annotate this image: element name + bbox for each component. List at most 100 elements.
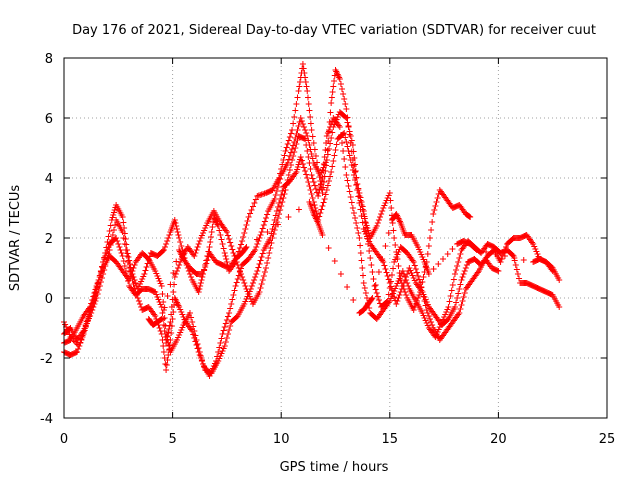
data-point bbox=[164, 357, 171, 363]
y-tick-label: 8 bbox=[45, 52, 53, 67]
data-point bbox=[445, 304, 452, 310]
x-tick-label: 15 bbox=[382, 432, 399, 447]
data-point bbox=[238, 241, 245, 248]
data-point bbox=[343, 106, 350, 112]
data-point bbox=[161, 244, 168, 250]
data-point bbox=[267, 235, 274, 241]
data-point bbox=[310, 140, 317, 146]
data-point bbox=[396, 292, 403, 298]
data-point bbox=[160, 247, 167, 253]
data-point bbox=[387, 278, 394, 285]
data-point bbox=[556, 304, 563, 310]
data-point bbox=[318, 181, 325, 187]
data-point bbox=[381, 262, 388, 269]
data-point bbox=[294, 94, 301, 101]
data-point bbox=[287, 130, 294, 137]
data-point bbox=[337, 271, 344, 277]
data-point bbox=[215, 349, 222, 355]
data-point bbox=[461, 268, 468, 274]
data-point bbox=[192, 332, 199, 339]
data-point bbox=[431, 207, 438, 213]
data-point bbox=[170, 270, 177, 276]
data-point bbox=[261, 269, 268, 275]
data-point bbox=[375, 297, 382, 303]
data-point bbox=[390, 290, 397, 297]
data-point bbox=[425, 313, 432, 319]
data-point bbox=[325, 245, 332, 251]
data-point bbox=[305, 179, 312, 185]
data-point bbox=[463, 262, 470, 268]
series-trace-d bbox=[61, 109, 502, 379]
data-point bbox=[296, 83, 303, 90]
data-point bbox=[356, 235, 363, 241]
data-point bbox=[299, 121, 306, 127]
data-point bbox=[383, 299, 390, 305]
data-point bbox=[357, 194, 364, 201]
data-point bbox=[228, 301, 235, 307]
data-point bbox=[391, 235, 398, 241]
data-point bbox=[285, 172, 292, 178]
data-point bbox=[117, 247, 124, 253]
data-point bbox=[418, 284, 425, 291]
x-tick-label: 25 bbox=[599, 432, 616, 447]
data-point bbox=[397, 289, 404, 295]
data-point bbox=[449, 282, 456, 288]
data-point bbox=[293, 101, 300, 107]
data-point bbox=[433, 199, 440, 205]
data-point bbox=[328, 135, 335, 141]
data-point bbox=[325, 127, 332, 133]
data-point bbox=[337, 81, 344, 87]
data-point bbox=[375, 217, 382, 223]
data-point bbox=[497, 259, 504, 265]
data-point bbox=[365, 241, 372, 247]
data-point bbox=[228, 243, 235, 249]
data-point bbox=[222, 320, 229, 327]
data-point bbox=[238, 265, 245, 272]
data-point bbox=[163, 362, 170, 368]
data-point bbox=[268, 230, 275, 237]
data-point bbox=[456, 286, 463, 292]
data-point bbox=[435, 261, 442, 267]
data-point bbox=[457, 306, 464, 312]
data-point bbox=[249, 280, 256, 286]
data-point bbox=[227, 305, 234, 312]
data-point bbox=[411, 262, 418, 269]
data-point bbox=[163, 241, 170, 247]
data-point bbox=[379, 208, 386, 214]
data-point bbox=[352, 168, 359, 174]
data-point bbox=[108, 237, 115, 243]
data-point bbox=[258, 229, 265, 235]
data-point bbox=[332, 147, 339, 153]
data-point bbox=[257, 232, 264, 238]
data-point bbox=[273, 188, 280, 194]
data-point bbox=[274, 204, 281, 210]
data-point bbox=[223, 229, 230, 235]
data-point bbox=[400, 280, 407, 286]
data-point bbox=[207, 239, 214, 245]
data-point bbox=[142, 267, 149, 274]
data-point bbox=[198, 357, 205, 363]
data-point bbox=[352, 161, 359, 168]
data-point bbox=[186, 271, 193, 277]
data-point bbox=[460, 271, 467, 277]
data-point bbox=[133, 292, 140, 298]
data-point bbox=[160, 343, 167, 349]
data-point bbox=[377, 214, 384, 220]
y-tick-label: 6 bbox=[45, 112, 53, 127]
data-point bbox=[395, 295, 402, 301]
data-point bbox=[331, 78, 338, 84]
data-point bbox=[216, 344, 223, 351]
data-point bbox=[379, 256, 386, 262]
data-point bbox=[403, 292, 410, 298]
data-point bbox=[125, 259, 132, 265]
data-point bbox=[178, 243, 185, 249]
data-point bbox=[167, 281, 174, 288]
data-point bbox=[328, 94, 335, 101]
data-point bbox=[159, 291, 166, 297]
data-point bbox=[423, 307, 430, 313]
data-point bbox=[302, 74, 309, 81]
data-point bbox=[344, 284, 351, 290]
data-point bbox=[189, 319, 196, 325]
data-point bbox=[317, 184, 324, 190]
